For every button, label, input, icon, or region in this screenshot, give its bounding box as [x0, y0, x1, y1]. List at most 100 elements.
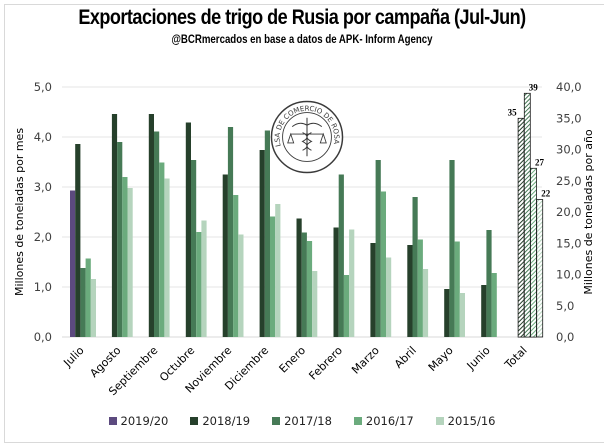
total-data-label: 22	[541, 189, 551, 199]
y2-tick-label: 0,0	[556, 330, 574, 344]
bar-2017-18-julio	[80, 268, 86, 337]
bars	[70, 114, 497, 337]
bar-2019-20-julio	[70, 190, 76, 337]
bar-2015-16-agosto	[127, 188, 133, 337]
legend-swatch	[272, 417, 281, 425]
total-data-label: 35	[508, 107, 518, 117]
y-tick-label: 3,0	[34, 180, 52, 194]
bar-2017-18-octubre	[191, 160, 197, 337]
bar-2017-18-enero	[301, 232, 307, 337]
x-tick-label: Febrero	[306, 344, 345, 383]
bar-2016-17-abril	[417, 239, 423, 337]
bar-2015-16-octubre	[201, 220, 207, 337]
legend-label: 2015/16	[447, 414, 496, 428]
y-axis-left: 0,0 1,0 2,0 3,0 4,0 5,0	[34, 80, 52, 344]
bar-2017-18-marzo	[375, 160, 381, 337]
bar-2017-18-febrero	[338, 174, 344, 337]
y-tick-label: 5,0	[34, 80, 52, 94]
total-data-label: 27	[535, 157, 545, 167]
chart-frame	[4, 4, 604, 443]
legend-item-2018-19: 2018/19	[190, 414, 250, 428]
bar-2017-18-septiembre	[154, 131, 160, 337]
legend: 2019/20 2018/19 2017/18 2016/17 2015/16	[0, 414, 604, 428]
y-tick-label: 4,0	[34, 130, 52, 144]
legend-label: 2017/18	[284, 414, 332, 428]
legend-item-2017-18: 2017/18	[272, 414, 332, 428]
legend-label: 2016/17	[365, 414, 414, 428]
bar-2017-18-mayo	[449, 160, 455, 337]
y2-tick-label: 5,0	[556, 299, 574, 313]
bar-2018-19-agosto	[111, 114, 118, 337]
caduceus-icon	[291, 117, 323, 157]
bar-2015-16-septiembre	[164, 178, 170, 337]
x-tick-label: Junio	[464, 344, 493, 373]
bar-2016-17-marzo	[380, 191, 386, 337]
y2-tick-label: 40,0	[556, 80, 582, 94]
y-axis-right-label: Millones de toneladas por año	[582, 129, 595, 295]
legend-item-2015-16: 2015/16	[435, 414, 496, 428]
bar-2016-17-junio	[491, 273, 497, 337]
y2-tick-label: 10,0	[556, 268, 582, 282]
x-tick-label: Abril	[392, 344, 419, 371]
x-tick-label: Agosto	[87, 344, 123, 380]
bar-2015-16-enero	[312, 271, 318, 337]
y-axis-left-label: Millones de toneladas por mes	[13, 128, 26, 296]
legend-label: 2018/19	[202, 414, 251, 428]
legend-swatch	[190, 417, 199, 425]
total-bar-2018-19	[517, 117, 525, 338]
chart-subtitle: @BCRmercados en base a datos de APK- Inf…	[171, 34, 433, 46]
bar-2017-18-diciembre	[264, 130, 270, 337]
total-bar-2015-16	[536, 199, 544, 338]
bar-2015-16-julio	[90, 279, 96, 337]
bar-2018-19-julio	[75, 144, 81, 337]
bar-2016-17-noviembre	[233, 195, 239, 337]
x-tick-label: Enero	[277, 344, 309, 376]
legend-item-2016-17: 2016/17	[353, 414, 414, 428]
y2-tick-label: 25,0	[556, 174, 582, 188]
scales-icon	[287, 132, 327, 144]
bar-2015-16-diciembre	[275, 204, 281, 337]
bar-2018-19-octubre	[185, 122, 191, 337]
bar-2017-18-noviembre	[227, 127, 234, 337]
bcr-seal-logo: BOLSA DE COMERCIO DE ROSARIO	[270, 100, 344, 174]
bar-2017-18-agosto	[117, 142, 123, 337]
bar-2016-17-diciembre	[270, 216, 276, 337]
bar-2015-16-noviembre	[238, 234, 244, 337]
y-axis-right: 0,0 5,0 10,0 15,0 20,0 25,0 30,0 35,0 40,0	[556, 80, 582, 344]
legend-item-2019-20: 2019/20	[108, 414, 169, 428]
bar-2016-17-septiembre	[159, 162, 165, 337]
total-bar-2016-17	[530, 167, 537, 338]
bar-2016-17-julio	[85, 258, 91, 337]
bar-2018-19-marzo	[370, 243, 376, 337]
y-tick-label: 0,0	[34, 330, 52, 344]
bar-2018-19-diciembre	[259, 150, 265, 337]
x-tick-label: Marzo	[349, 344, 382, 377]
bar-2016-17-enero	[306, 241, 313, 337]
bar-2018-19-abril	[407, 245, 413, 337]
legend-swatch	[353, 417, 362, 425]
x-tick-label: Julio	[60, 344, 86, 370]
chart-title: Exportaciones de trigo de Rusia por camp…	[78, 6, 526, 29]
bar-2016-17-octubre	[196, 232, 202, 337]
bar-2015-16-marzo	[386, 257, 392, 337]
y-tick-label: 1,0	[34, 280, 52, 294]
x-axis-categories: Julio AgostoSeptiembreOctubreNoviembreDic…	[60, 344, 529, 398]
bar-2015-16-mayo	[459, 293, 465, 337]
total-data-label: 39	[529, 82, 539, 92]
legend-swatch	[108, 417, 117, 425]
bar-2017-18-abril	[412, 197, 418, 337]
legend-swatch	[435, 417, 444, 425]
y-tick-label: 2,0	[34, 230, 52, 244]
legend-label: 2019/20	[120, 414, 169, 428]
total-bar-2017-18	[523, 92, 531, 338]
bar-2016-17-mayo	[454, 241, 460, 337]
y2-tick-label: 30,0	[556, 143, 582, 157]
bar-2018-19-mayo	[444, 289, 450, 337]
bar-2018-19-febrero	[333, 227, 339, 337]
bar-2018-19-septiembre	[148, 114, 154, 337]
bar-2018-19-junio	[481, 285, 487, 337]
x-tick-label: Total	[502, 344, 530, 372]
bar-2018-19-enero	[296, 218, 302, 337]
bar-2015-16-febrero	[349, 229, 355, 337]
